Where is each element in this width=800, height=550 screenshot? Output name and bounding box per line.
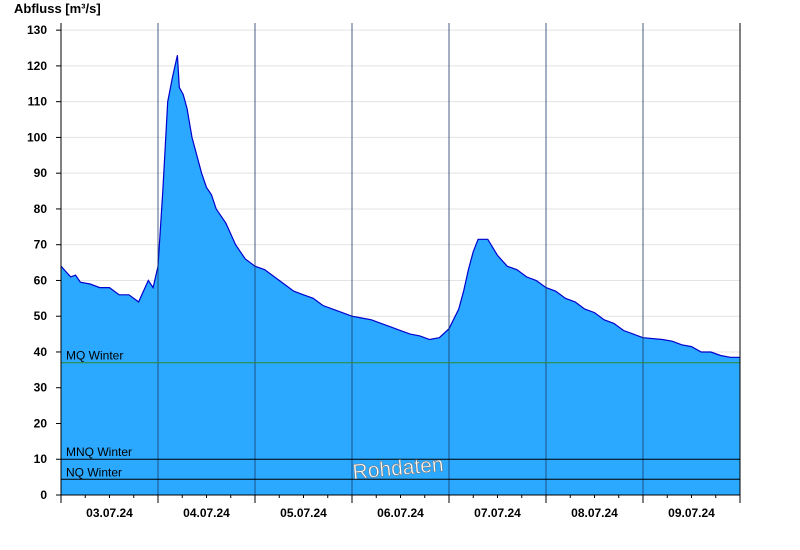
y-tick-label: 110 bbox=[28, 95, 48, 109]
y-axis-label: Abfluss [m³/s] bbox=[14, 1, 101, 16]
x-tick-label: 05.07.24 bbox=[280, 506, 327, 520]
discharge-line bbox=[60, 55, 740, 358]
x-tick-label: 07.07.24 bbox=[474, 506, 521, 520]
y-tick-label: 40 bbox=[34, 345, 48, 359]
y-tick-label: 100 bbox=[27, 130, 47, 144]
x-tick-label: 04.07.24 bbox=[183, 506, 230, 520]
x-axis-ticks: 03.07.24 04.07.24 05.07.24 06.07.24 07.07.24… bbox=[60, 495, 741, 520]
x-tick-label: 03.07.24 bbox=[86, 506, 133, 520]
y-axis-ticks: 0 10 20 30 40 50 60 70 80 90 100 110 120 130 bbox=[27, 23, 61, 502]
y-tick-label: 0 bbox=[40, 488, 47, 502]
reference-line-label: MQ Winter bbox=[66, 349, 123, 363]
y-tick-label: 30 bbox=[34, 381, 48, 395]
y-tick-label: 10 bbox=[34, 452, 48, 466]
y-tick-label: 20 bbox=[34, 416, 48, 430]
x-tick-label: 09.07.24 bbox=[668, 506, 715, 520]
reference-line-label: NQ Winter bbox=[66, 465, 122, 479]
y-tick-label: 60 bbox=[34, 273, 48, 287]
vertical-day-gridlines bbox=[157, 23, 644, 495]
reference-line-label: MNQ Winter bbox=[66, 445, 132, 459]
reference-lines: MQ Winter MNQ Winter NQ Winter bbox=[61, 349, 740, 480]
x-tick-label: 06.07.24 bbox=[377, 506, 424, 520]
y-tick-label: 80 bbox=[34, 202, 48, 216]
data-area-layer bbox=[60, 55, 740, 495]
discharge-area bbox=[61, 55, 740, 495]
y-tick-label: 90 bbox=[34, 166, 48, 180]
y-tick-label: 50 bbox=[34, 309, 48, 323]
y-tick-label: 120 bbox=[27, 59, 47, 73]
y-tick-label: 70 bbox=[34, 238, 48, 252]
x-tick-label: 08.07.24 bbox=[571, 506, 618, 520]
y-tick-label: 130 bbox=[27, 23, 47, 37]
